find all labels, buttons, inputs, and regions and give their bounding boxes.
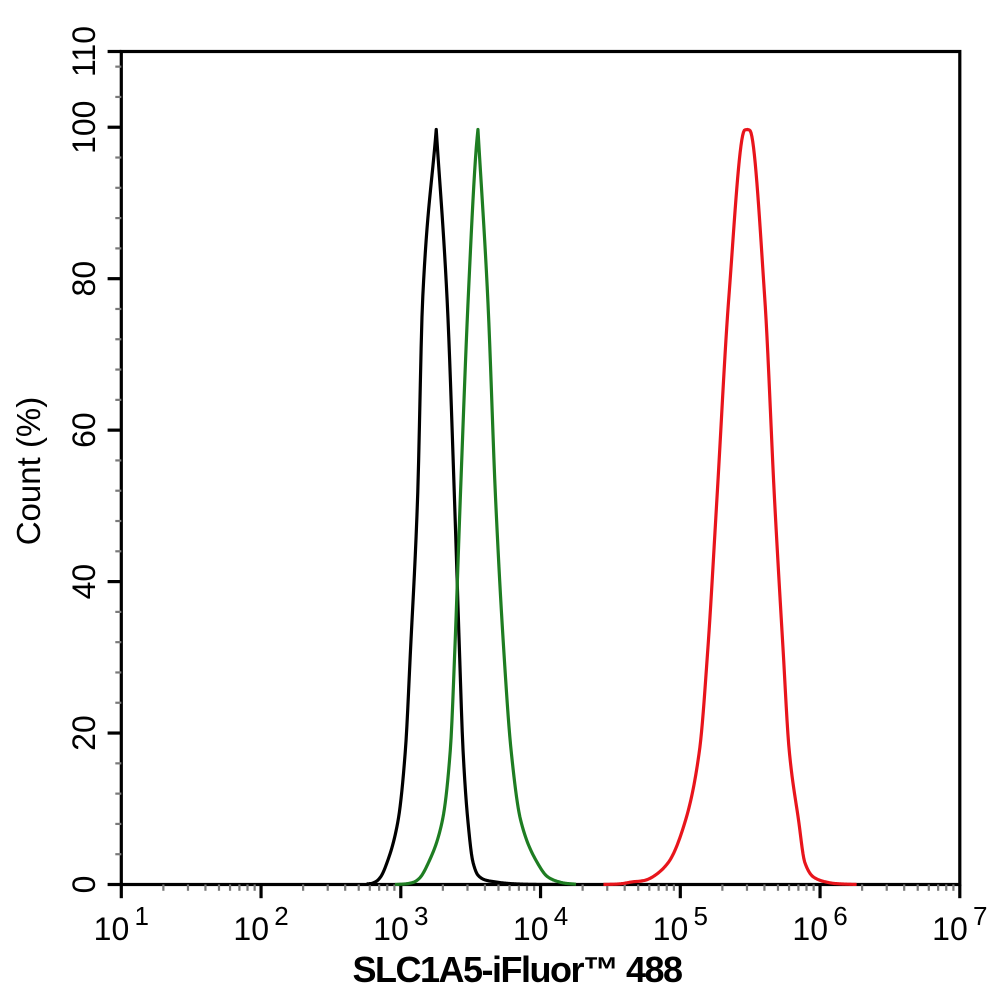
svg-text:Count (%): Count (%) [10, 397, 47, 546]
svg-text:100: 100 [66, 101, 102, 154]
svg-text:40: 40 [66, 564, 102, 600]
svg-text:SLC1A5-iFluor™ 488: SLC1A5-iFluor™ 488 [352, 949, 682, 990]
svg-text:20: 20 [66, 715, 102, 751]
svg-text:0: 0 [66, 876, 102, 894]
svg-text:80: 80 [66, 261, 102, 297]
svg-text:60: 60 [66, 412, 102, 448]
svg-text:110: 110 [66, 26, 102, 77]
